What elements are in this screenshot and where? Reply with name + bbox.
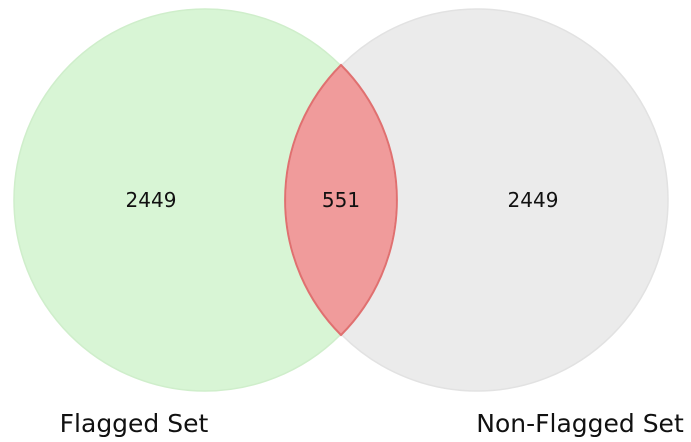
intersection-outline <box>284 63 398 337</box>
non-flagged-only-count: 2449 <box>508 188 559 212</box>
non-flagged-set-label: Non-Flagged Set <box>476 409 684 438</box>
flagged-only-count: 2449 <box>126 188 177 212</box>
flagged-set-label: Flagged Set <box>60 409 209 438</box>
intersection-count: 551 <box>322 188 360 212</box>
